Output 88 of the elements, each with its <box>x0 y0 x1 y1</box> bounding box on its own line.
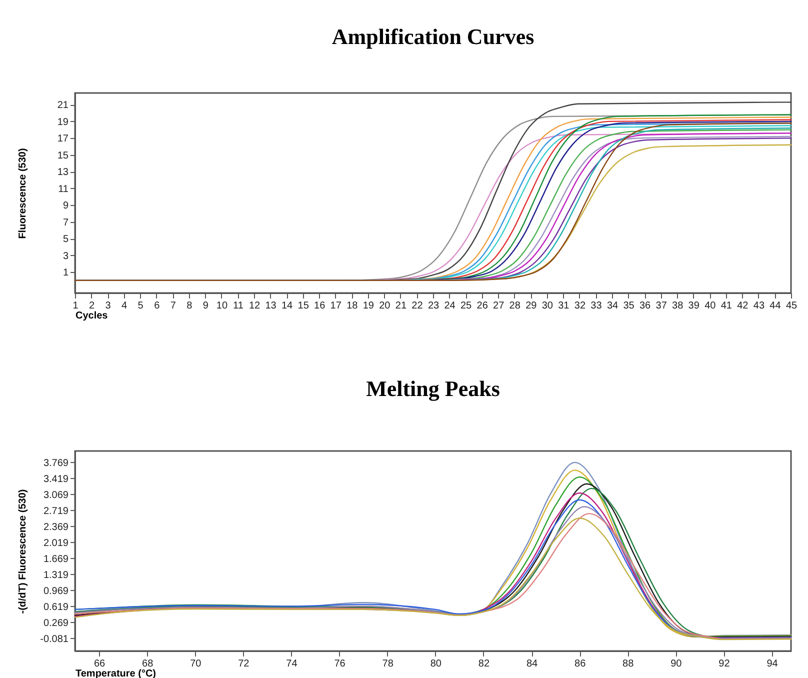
x-tick-label: 86 <box>574 658 586 670</box>
x-tick-label: 12 <box>248 300 260 312</box>
x-tick-label: 33 <box>590 300 602 312</box>
x-tick-label: 10 <box>216 300 228 312</box>
y-tick-label: 3.769 <box>43 458 69 469</box>
x-tick-label: 25 <box>460 300 472 312</box>
x-tick-label: 30 <box>542 300 554 312</box>
y-tick-label: 7 <box>62 217 69 228</box>
x-tick-label: 37 <box>656 300 668 312</box>
x-tick-label: 35 <box>623 300 635 312</box>
x-tick-label: 9 <box>202 300 209 312</box>
x-tick-label: 88 <box>622 658 634 670</box>
y-tick-label: -0.081 <box>40 634 69 645</box>
x-tick-label: 80 <box>430 658 442 670</box>
y-tick-label: 13 <box>57 167 69 178</box>
x-tick-label: 27 <box>493 300 505 312</box>
x-tick-label: 4 <box>122 300 128 312</box>
y-tick-label: 21 <box>57 100 69 112</box>
x-tick-label: 11 <box>233 300 244 312</box>
x-tick-label: 90 <box>670 658 682 670</box>
y-tick-label: 1.669 <box>43 554 69 565</box>
chart-title: Melting Peaks <box>366 376 500 401</box>
y-axis-title: Fluorescence (530) <box>18 148 28 239</box>
y-tick-label: 15 <box>57 150 69 162</box>
x-tick-label: 6 <box>154 300 160 312</box>
x-tick-label: 29 <box>526 300 538 312</box>
x-tick-label: 8 <box>186 300 193 312</box>
y-tick-label: 3.419 <box>43 474 69 485</box>
x-tick-label: 38 <box>672 300 684 312</box>
x-tick-label: 21 <box>395 300 407 312</box>
y-tick-label: 0.269 <box>43 618 69 629</box>
x-tick-label: 76 <box>334 658 346 670</box>
y-tick-label: 3.069 <box>43 490 69 501</box>
x-tick-label: 17 <box>330 300 342 312</box>
x-tick-label: 92 <box>718 658 730 670</box>
y-tick-label: 2.719 <box>43 506 69 517</box>
x-tick-label: 18 <box>346 300 358 312</box>
y-tick-label: 0.619 <box>43 602 69 613</box>
x-tick-label: 74 <box>286 658 298 670</box>
chart-title: Amplification Curves <box>332 24 535 49</box>
y-tick-label: 3 <box>62 250 69 262</box>
y-tick-label: 5 <box>62 234 69 246</box>
x-tick-label: 2 <box>88 300 95 312</box>
x-tick-label: 24 <box>444 300 456 312</box>
x-tick-label: 16 <box>314 300 326 312</box>
y-tick-label: 1 <box>62 268 69 279</box>
x-tick-label: 20 <box>379 300 391 312</box>
y-tick-label: 2.019 <box>43 538 69 549</box>
x-tick-label: 13 <box>265 300 277 312</box>
x-tick-label: 5 <box>138 300 144 312</box>
x-tick-label: 44 <box>770 300 782 312</box>
x-tick-label: 78 <box>382 658 394 670</box>
x-axis-title: Cycles <box>76 310 108 322</box>
x-tick-label: 68 <box>142 658 154 670</box>
x-tick-label: 7 <box>170 300 176 312</box>
x-tick-label: 84 <box>526 658 538 670</box>
x-tick-label: 34 <box>606 300 618 312</box>
y-tick-label: 11 <box>58 184 69 195</box>
y-tick-label: 17 <box>57 134 69 145</box>
x-tick-label: 42 <box>737 300 749 312</box>
x-tick-label: 82 <box>478 658 490 670</box>
x-tick-label: 40 <box>704 300 716 312</box>
x-tick-label: 23 <box>428 300 440 312</box>
y-axis-title: -(d/dT) Fluorescence (530) <box>18 489 28 614</box>
x-tick-label: 39 <box>688 300 700 312</box>
x-tick-label: 45 <box>786 300 798 312</box>
x-tick-label: 72 <box>238 658 250 670</box>
x-tick-label: 66 <box>94 658 106 670</box>
y-tick-label: 0.969 <box>43 586 69 597</box>
x-tick-label: 94 <box>766 658 778 670</box>
x-tick-label: 3 <box>105 300 112 312</box>
x-tick-label: 1 <box>72 300 79 312</box>
x-tick-label: 28 <box>509 300 521 312</box>
x-tick-label: 31 <box>558 300 570 312</box>
x-tick-label: 43 <box>753 300 765 312</box>
x-tick-label: 32 <box>574 300 586 312</box>
x-tick-label: 41 <box>720 300 732 312</box>
y-tick-label: 19 <box>57 116 69 128</box>
x-tick-label: 36 <box>639 300 652 312</box>
x-tick-label: 19 <box>362 300 374 312</box>
x-tick-label: 22 <box>412 300 424 312</box>
x-tick-label: 70 <box>190 658 202 670</box>
y-tick-label: 1.319 <box>43 570 69 581</box>
x-tick-label: 26 <box>476 300 488 312</box>
x-tick-label: 14 <box>281 300 294 312</box>
y-tick-label: 9 <box>62 200 69 212</box>
y-tick-label: 2.369 <box>43 522 69 533</box>
x-tick-label: 15 <box>298 300 310 312</box>
